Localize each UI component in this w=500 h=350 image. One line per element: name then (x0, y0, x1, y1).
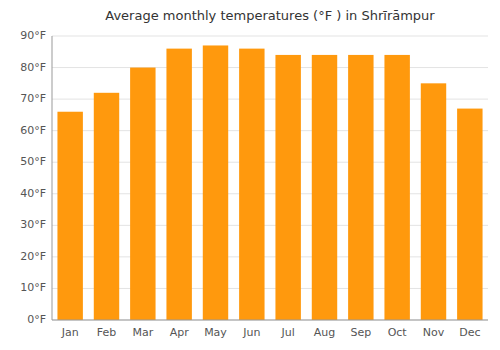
grid-line (52, 36, 488, 37)
y-axis: 0°F 10°F 20°F 30°F 40°F 50°F 60°F 70°F 80°F 90°F (20, 29, 46, 326)
y-tick-label: 80°F (20, 61, 46, 74)
bar (57, 112, 82, 320)
bar (239, 49, 264, 320)
bar (457, 109, 482, 320)
x-tick-label: Jan (61, 326, 79, 339)
x-tick-label: Mar (132, 326, 153, 339)
bar (94, 93, 119, 320)
bar (348, 55, 373, 320)
title: Average monthly temperatures (°F ) in Sh… (105, 8, 435, 23)
x-tick-label: Sep (350, 326, 371, 339)
x-tick-label: Nov (423, 326, 445, 339)
bar (203, 45, 228, 320)
bar (312, 55, 337, 320)
x-tick-label: Dec (459, 326, 480, 339)
y-tick-label: 40°F (20, 187, 46, 200)
chart: 0°F 10°F 20°F 30°F 40°F 50°F 60°F 70°F 80°F 90°F J… (0, 0, 500, 350)
bar (384, 55, 409, 320)
y-tick-label: 30°F (20, 218, 46, 231)
y-tick-label: 90°F (20, 29, 46, 42)
x-tick-label: Jun (242, 326, 260, 339)
y-tick-label: 50°F (20, 155, 46, 168)
x-axis-line (52, 320, 488, 321)
bar (166, 49, 191, 320)
y-tick-label: 10°F (20, 281, 46, 294)
x-tick-label: May (204, 326, 227, 339)
x-tick-label: Jul (281, 326, 295, 339)
x-tick-label: Oct (388, 326, 408, 339)
x-tick-label: Aug (314, 326, 335, 339)
y-tick-label: 20°F (20, 250, 46, 263)
y-tick-label: 60°F (20, 124, 46, 137)
x-axis: Jan Feb Mar Apr May Jun Jul Aug Sep Oct Nov Dec (61, 326, 481, 339)
y-axis-line (52, 36, 53, 320)
x-tick-label: Feb (97, 326, 116, 339)
grid-line (52, 67, 488, 68)
bars (57, 45, 482, 320)
bar (275, 55, 300, 320)
y-grid (52, 36, 488, 320)
bar (421, 83, 446, 320)
y-tick-label: 70°F (20, 92, 46, 105)
x-tick-label: Apr (170, 326, 190, 339)
bar (130, 68, 155, 320)
grid-line (52, 320, 488, 321)
chart-container: 0°F 10°F 20°F 30°F 40°F 50°F 60°F 70°F 80°F 90°F J… (0, 0, 500, 350)
y-tick-label: 0°F (27, 313, 46, 326)
